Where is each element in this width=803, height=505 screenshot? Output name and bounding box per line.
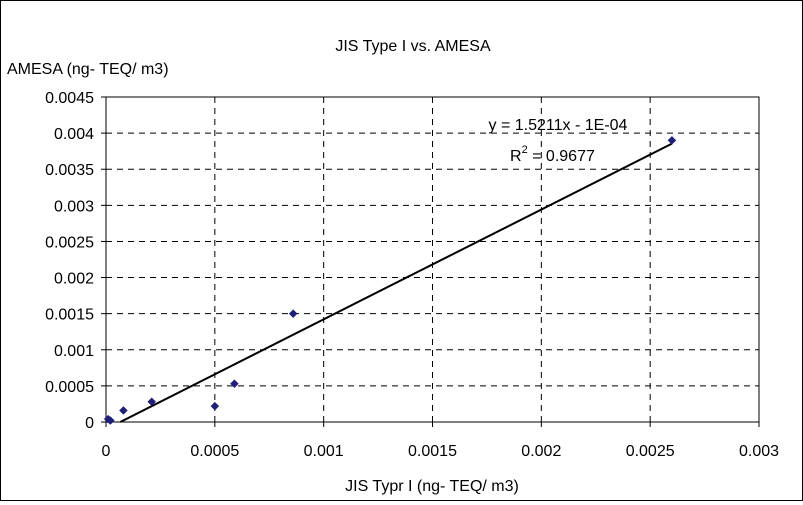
data-points: [103, 135, 677, 425]
x-axis-label: JIS Typr I (ng- TEQ/ m3): [345, 478, 519, 495]
data-point-marker: [119, 406, 128, 415]
y-axis-label: AMESA (ng- TEQ/ m3): [7, 61, 169, 78]
trendline-equation: y = 1.5211x - 1E-04: [489, 117, 628, 134]
y-tick-label: 0.0025: [45, 234, 94, 251]
trendline-group: [119, 142, 673, 423]
data-point-marker: [230, 379, 239, 389]
trendline: [119, 142, 673, 423]
data-point-marker: [667, 135, 677, 145]
x-tick-label: 0.0005: [190, 443, 239, 460]
y-tick-label: 0.004: [54, 126, 94, 143]
trendline-r-squared: R2 = 0.9677: [510, 144, 595, 165]
grid-lines: [106, 97, 759, 422]
data-point-marker: [105, 416, 115, 425]
x-tick-label: 0.001: [304, 443, 344, 460]
data-point-marker: [210, 401, 220, 411]
y-tick-label: 0: [85, 415, 94, 432]
x-tick-label: 0.003: [739, 443, 779, 460]
y-tick-label: 0.001: [54, 343, 94, 360]
r2-value: = 0.9677: [528, 148, 595, 165]
chart-title: JIS Type I vs. AMESA: [335, 38, 491, 55]
y-tick-label: 0.0005: [45, 379, 94, 396]
y-tick-label: 0.0035: [45, 162, 94, 179]
data-point-marker: [288, 309, 298, 319]
y-tick-label: 0.0045: [45, 90, 94, 107]
axes: [101, 96, 760, 427]
y-tick-label: 0.003: [54, 198, 94, 215]
r2-superscript: 2: [522, 144, 528, 156]
x-tick-label: 0.0015: [408, 443, 457, 460]
y-tick-label: 0.002: [54, 271, 94, 288]
r2-prefix: R: [510, 148, 522, 165]
x-tick-label: 0.0025: [626, 443, 675, 460]
x-tick-label: 0.002: [521, 443, 561, 460]
x-tick-label: 0: [102, 443, 111, 460]
y-tick-label: 0.0015: [45, 307, 94, 324]
tick-labels: 0 0.0005 0.001 0.0015 0.002 0.0025 0.003 0.0035…: [45, 90, 779, 460]
data-point-marker: [147, 397, 157, 407]
